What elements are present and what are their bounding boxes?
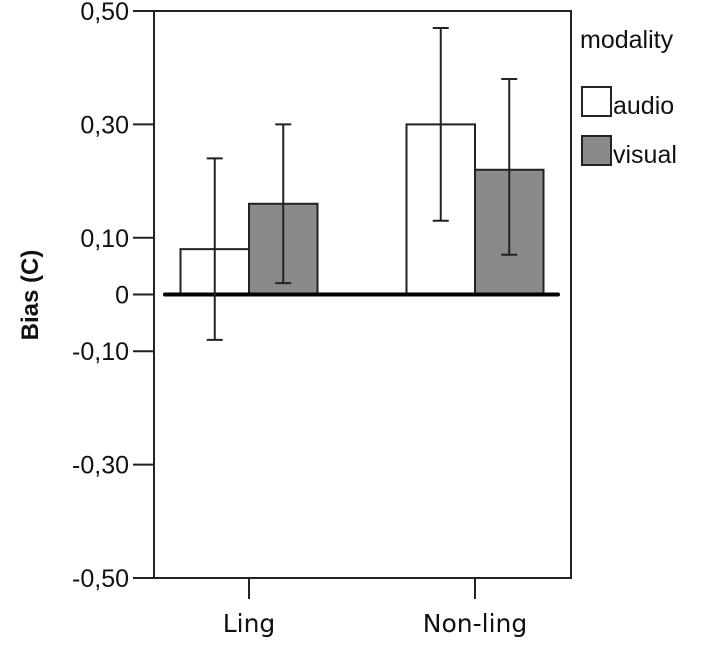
legend-swatch-visual bbox=[581, 135, 612, 166]
legend-label-audio: audio bbox=[613, 92, 674, 120]
legend-label-visual: visual bbox=[613, 141, 677, 169]
y-tick-label: 0,10 bbox=[80, 225, 129, 253]
y-tick-label: -0,10 bbox=[72, 338, 129, 366]
x-axis: Ling Non-ling bbox=[223, 578, 527, 638]
error-bar-visual-non-ling bbox=[501, 78, 518, 256]
error-bar-audio-ling bbox=[206, 157, 223, 341]
y-tick-label: 0 bbox=[115, 282, 129, 310]
error-bar-audio-non-ling bbox=[432, 27, 449, 222]
bars bbox=[179, 123, 545, 296]
y-tick-label: 0,50 bbox=[80, 0, 129, 26]
legend-title: modality bbox=[580, 26, 674, 54]
y-axis-label: Bias (C) bbox=[17, 250, 44, 341]
x-tick-label: Non-ling bbox=[423, 609, 527, 638]
y-tick-label: 0,30 bbox=[80, 111, 129, 139]
y-axis: 0,50 0,30 0,10 0 -0,10 -0,30 -0,50 bbox=[72, 0, 154, 593]
error-bars bbox=[206, 27, 518, 341]
error-bar-visual-ling bbox=[275, 123, 292, 285]
y-tick-label: -0,50 bbox=[72, 565, 129, 593]
y-tick-label: -0,30 bbox=[72, 452, 129, 480]
x-tick-label: Ling bbox=[223, 609, 276, 638]
legend: modality audio visual bbox=[580, 26, 677, 169]
legend-swatch-audio bbox=[581, 86, 612, 117]
